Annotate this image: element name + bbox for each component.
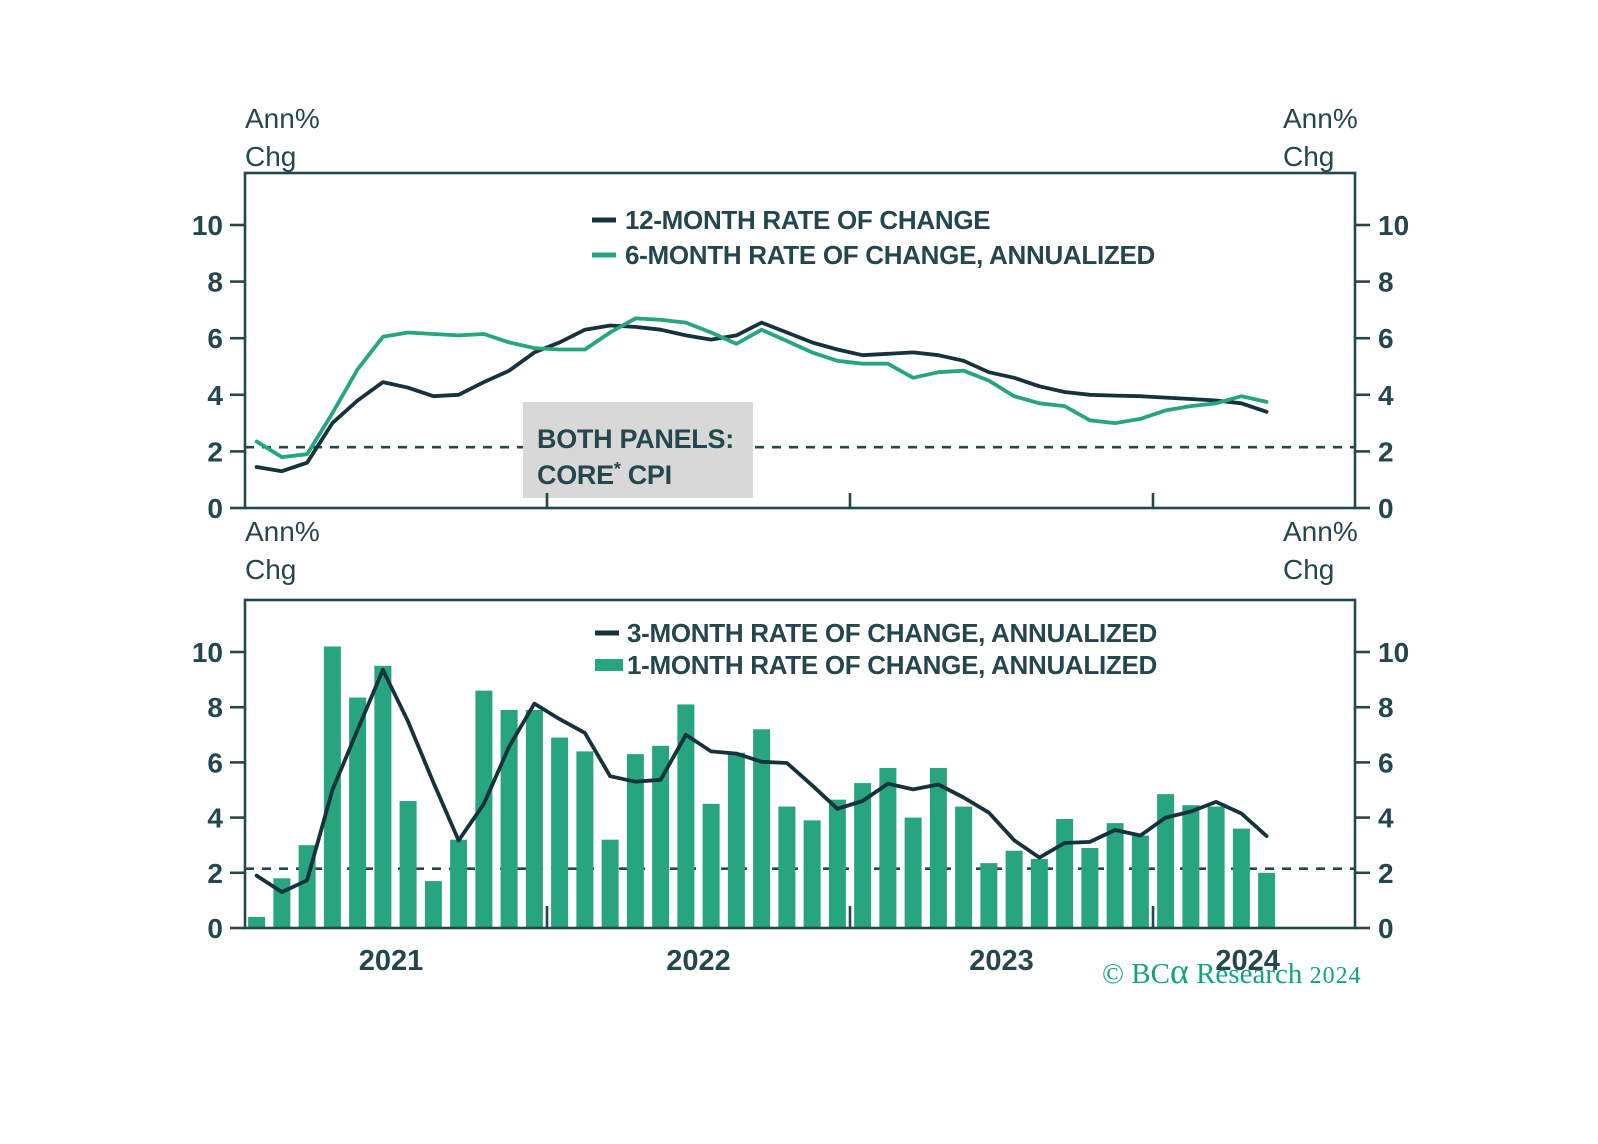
bar-2023-11 (1106, 823, 1124, 928)
bar-2022-02 (576, 751, 594, 928)
bar-2024-03 (1207, 806, 1225, 928)
y-tick-label-left: 8 (207, 267, 223, 298)
footer-brand: © BCα Research (1102, 951, 1303, 991)
y-tick-label-left: 2 (207, 858, 223, 889)
bar-2021-05 (349, 697, 367, 928)
footer-credit: © BCα Research 2024 (1102, 951, 1402, 991)
bar-2021-06 (374, 665, 392, 928)
bar-2022-03 (601, 839, 619, 928)
axis-unit-label-left: Ann% (245, 516, 320, 547)
annotation-line-2: CORE* CPI (537, 459, 672, 490)
line-series-dark_line (254, 320, 1269, 474)
line-series-dark_line (254, 668, 1269, 894)
bar-2022-11 (803, 820, 821, 928)
axis-unit-label-right: Chg (1283, 554, 1334, 585)
axis-unit-label-left: Chg (245, 141, 296, 172)
y-tick-label-left: 0 (207, 493, 223, 524)
bar-2023-10 (1081, 847, 1099, 928)
y-tick-label-right: 0 (1378, 913, 1394, 944)
y-tick-label-left: 4 (207, 803, 223, 834)
bar-2023-09 (1056, 818, 1074, 928)
bar-2023-05 (955, 806, 973, 928)
legend-label: 1-MONTH RATE OF CHANGE, ANNUALIZED (627, 650, 1157, 680)
y-tick-label-left: 4 (207, 380, 223, 411)
bar-2021-12 (525, 709, 543, 928)
y-tick-label-right: 2 (1378, 858, 1394, 889)
bar-2022-12 (828, 799, 846, 928)
panel-bottom: 0 0 2 2 4 4 6 6 8 8 10 10 2021 2022 2023 2024 3-MONTH RA… (192, 516, 1409, 977)
bar-2023-03 (904, 817, 922, 928)
bar-2024-02 (1182, 805, 1200, 928)
legend-label: 12-MONTH RATE OF CHANGE (625, 205, 990, 235)
panel-border (243, 171, 1357, 510)
y-tick-label-left: 0 (207, 913, 223, 944)
y-tick-label-right: 8 (1378, 692, 1394, 723)
line-series-green (254, 316, 1269, 460)
bar-2022-07 (702, 803, 720, 928)
y-tick-label-right: 6 (1378, 747, 1394, 778)
y-tick-label-right: 4 (1378, 380, 1394, 411)
bar-2021-09 (450, 839, 468, 928)
axis-unit-label-right: Chg (1283, 141, 1334, 172)
bar-2024-05 (1258, 872, 1276, 928)
axis-unit-label-right: Ann% (1283, 103, 1358, 134)
bar-2023-07 (1005, 850, 1023, 928)
bar-2021-10 (475, 690, 493, 928)
bar-2022-01 (551, 737, 569, 928)
y-tick-label-left: 6 (207, 323, 223, 354)
x-year-label-2022: 2022 (666, 945, 731, 977)
annotation-box (523, 402, 753, 498)
y-tick-label-left: 10 (192, 637, 223, 668)
y-tick-label-left: 2 (207, 436, 223, 467)
x-year-label-2021: 2021 (359, 945, 424, 977)
bar-2023-04 (929, 767, 947, 928)
x-year-label-2024: 2024 (1215, 945, 1280, 977)
legend-label: 6-MONTH RATE OF CHANGE, ANNUALIZED (625, 240, 1155, 270)
bar-2023-06 (980, 863, 998, 928)
bar-2022-10 (778, 806, 796, 928)
y-tick-label-right: 0 (1378, 493, 1394, 524)
x-year-label-2023: 2023 (969, 945, 1034, 977)
y-tick-label-right: 4 (1378, 803, 1394, 834)
y-tick-label-left: 6 (207, 747, 223, 778)
bar-2023-02 (879, 767, 897, 928)
bar-2022-05 (652, 745, 670, 928)
bar-2023-01 (854, 783, 872, 928)
y-tick-label-right: 10 (1378, 210, 1409, 241)
bar-2022-06 (677, 704, 695, 928)
axis-unit-label-left: Ann% (245, 103, 320, 134)
bar-2021-07 (399, 801, 417, 928)
bar-2023-08 (1030, 859, 1048, 928)
bar-series (248, 646, 1276, 928)
legend-swatch-bar (595, 659, 623, 671)
y-tick-label-right: 6 (1378, 323, 1394, 354)
bar-2021-11 (500, 709, 518, 928)
bar-2021-01 (248, 916, 266, 928)
legend-label: 3-MONTH RATE OF CHANGE, ANNUALIZED (627, 618, 1157, 648)
bar-2024-01 (1157, 794, 1175, 928)
y-tick-label-right: 8 (1378, 267, 1394, 298)
y-tick-label-left: 10 (192, 210, 223, 241)
panel-border (243, 598, 1357, 930)
bar-2024-04 (1232, 828, 1250, 928)
footer-year: 2024 (1309, 963, 1362, 989)
bar-2022-09 (753, 729, 771, 928)
bar-2021-08 (424, 881, 442, 928)
alpha-glyph: α (1169, 951, 1189, 991)
bar-2022-04 (626, 754, 644, 928)
annotation-line-1: BOTH PANELS: (537, 424, 734, 454)
bar-2022-08 (727, 752, 745, 928)
bar-2021-02 (273, 878, 291, 928)
y-tick-label-right: 10 (1378, 637, 1409, 668)
axis-unit-label-left: Chg (245, 554, 296, 585)
panel-top: BOTH PANELS: CORE* CPI 0 0 2 2 4 4 6 6 8 8 10 10 12-MO… (192, 103, 1409, 524)
y-tick-label-right: 2 (1378, 436, 1394, 467)
axis-unit-label-right: Ann% (1283, 516, 1358, 547)
y-tick-label-left: 8 (207, 692, 223, 723)
bar-2023-12 (1131, 835, 1149, 928)
